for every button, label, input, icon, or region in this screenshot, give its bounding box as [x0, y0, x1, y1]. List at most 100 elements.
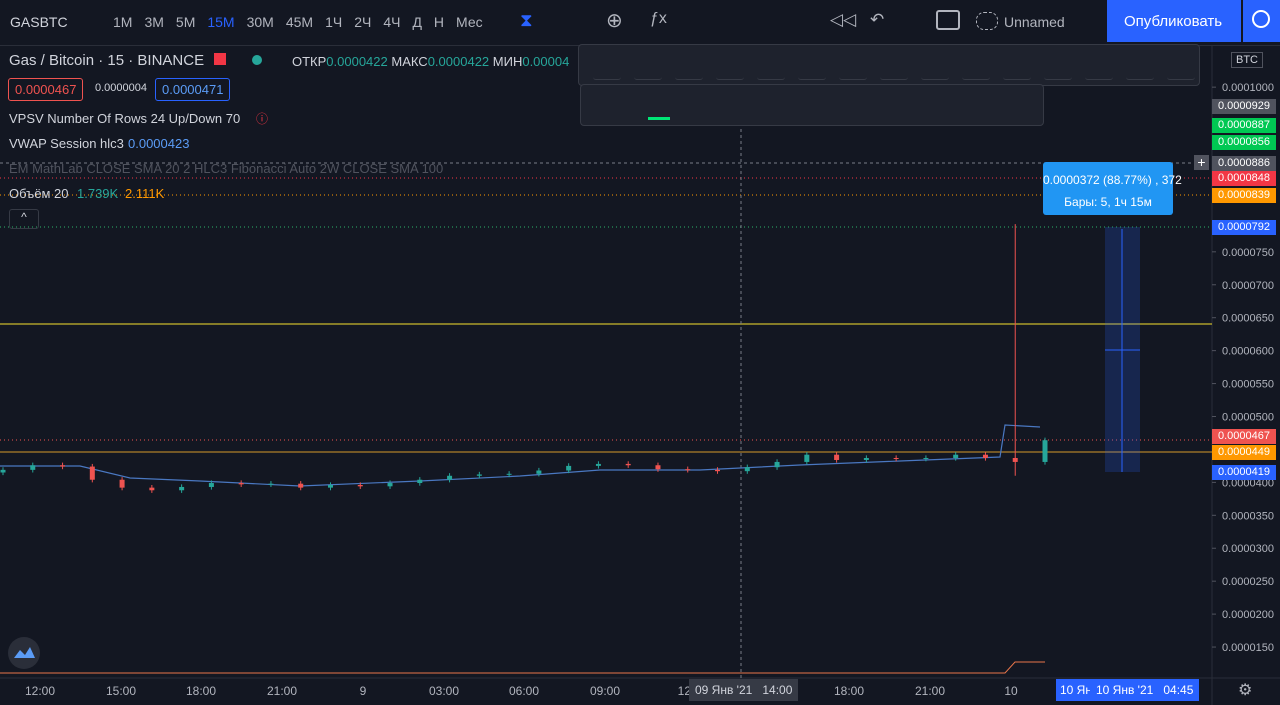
ask[interactable]: 0.0000471	[155, 78, 231, 101]
logo[interactable]	[8, 637, 40, 669]
price-badge: 0.0000886	[1212, 156, 1276, 171]
drawing-tool[interactable]	[593, 51, 621, 80]
interval-button[interactable]: 4Ч	[383, 14, 401, 30]
y-tick-label: 0.0000400	[1222, 477, 1274, 489]
x-tick-label: 06:00	[508, 684, 540, 698]
color-indicator	[648, 117, 670, 120]
setting-tool[interactable]	[973, 91, 1001, 119]
interval-button[interactable]: 1M	[113, 14, 133, 30]
fullscreen-icon[interactable]	[936, 10, 960, 30]
drawing-tool[interactable]	[962, 51, 990, 80]
symbol[interactable]: GASBTC	[10, 14, 68, 30]
drawing-tool[interactable]	[880, 51, 908, 80]
low-value: 0.00004	[522, 54, 570, 69]
compare-icon[interactable]: ⊕	[606, 10, 623, 32]
indicator: VWAP Session hlc3	[9, 136, 124, 151]
candle-body	[298, 483, 304, 488]
interval-button[interactable]: Мес	[456, 14, 483, 30]
candle-body	[804, 454, 810, 462]
crosshair-time: 09 Янв '21 14:00	[689, 679, 799, 701]
range-end: 10 Янв '21 04:45	[1090, 679, 1200, 701]
publish-menu[interactable]	[1243, 0, 1280, 42]
interval-button[interactable]: 5M	[175, 14, 196, 30]
measure-line2: Бары: 5, 1ч 15м	[1064, 195, 1152, 209]
candle-body	[1042, 440, 1048, 462]
undo-icon[interactable]: ↶	[870, 10, 885, 29]
candle-body	[387, 483, 393, 487]
intervals: 1M 3M 5M 15M 30M 45M 1Ч 2Ч 4Ч Д Н Мес	[113, 14, 495, 32]
interval-button[interactable]: 1Ч	[325, 14, 343, 30]
cloud-icon	[976, 12, 998, 30]
interval: 15	[107, 52, 125, 69]
setting-tool[interactable]	[931, 91, 959, 119]
y-tick-label: 0.0000300	[1222, 543, 1274, 555]
setting-tool[interactable]	[805, 91, 833, 119]
x-tick-label: 18:00	[185, 684, 217, 698]
interval-button[interactable]: 45M	[285, 14, 314, 30]
price-badge: 0.0000887	[1212, 118, 1276, 133]
interval-button[interactable]: Д	[412, 14, 422, 30]
setting-tool[interactable]	[1009, 91, 1037, 119]
drawing-tool[interactable]	[798, 51, 826, 80]
setting-tool[interactable]	[765, 91, 793, 119]
setting-tool[interactable]	[645, 91, 673, 119]
candle-body	[268, 483, 274, 485]
drawing-tool[interactable]	[634, 51, 662, 80]
candle-body	[30, 465, 36, 470]
candle-body	[774, 461, 780, 468]
setting-tool[interactable]	[681, 91, 709, 119]
y-tick-label: 0.0001000	[1222, 82, 1274, 94]
indicators-icon[interactable]: ƒx	[650, 10, 667, 27]
add-button[interactable]: +	[1194, 155, 1209, 170]
exchange: BINANCE	[137, 52, 205, 69]
candle-body	[0, 469, 6, 473]
status-dot	[252, 55, 263, 65]
plot-area	[0, 45, 1212, 678]
high-value: 0.0000422	[427, 54, 490, 69]
collapse-button[interactable]: ^	[9, 209, 39, 229]
drawing-tool[interactable]	[675, 51, 703, 80]
currency[interactable]: BTC	[1231, 52, 1263, 68]
x-tick-label: 03:00	[428, 684, 460, 698]
candle-body	[417, 479, 423, 484]
drawing-tool[interactable]	[1003, 51, 1031, 80]
replay-icon[interactable]: ◁◁	[830, 10, 857, 29]
setting-tool[interactable]	[605, 91, 633, 119]
layout-name[interactable]: Unnamed	[1004, 14, 1065, 30]
chart-type-icon[interactable]: ⧗	[520, 10, 533, 30]
setting-tool[interactable]	[845, 91, 873, 119]
y-tick-label: 0.0000700	[1222, 280, 1274, 292]
y-tick-label: 0.0000200	[1222, 609, 1274, 621]
bid[interactable]: 0.0000467	[8, 78, 84, 101]
publish-button[interactable]: Опубликовать	[1107, 0, 1241, 42]
candle-body	[357, 485, 363, 487]
setting-tool[interactable]	[889, 91, 917, 119]
drawing-tool[interactable]	[839, 51, 867, 80]
y-tick-label: 0.0000550	[1222, 379, 1274, 391]
candle-body	[238, 483, 244, 485]
interval-button[interactable]: 2Ч	[354, 14, 372, 30]
drawing-tool[interactable]	[921, 51, 949, 80]
drawing-tool[interactable]	[1126, 51, 1154, 80]
drawing-tool[interactable]	[1044, 51, 1072, 80]
candle-body	[327, 485, 333, 488]
candles	[0, 224, 1048, 493]
setting-tool[interactable]	[723, 91, 751, 119]
price-badge: 0.0000929	[1212, 99, 1276, 114]
volume-ma: 2.111K	[125, 186, 165, 201]
drawing-tool[interactable]	[1167, 51, 1195, 80]
interval-button[interactable]: 15M	[207, 14, 235, 30]
drawing-tool[interactable]	[1085, 51, 1113, 80]
price-badge: 0.0000467	[1212, 429, 1276, 444]
candle-body	[476, 474, 482, 476]
indicator: VPSV Number Of Rows 24 Up/Down 70	[9, 111, 241, 126]
interval-button[interactable]: Н	[433, 14, 445, 30]
drawing-tool[interactable]	[716, 51, 744, 80]
candle-body	[1012, 457, 1018, 462]
interval-button[interactable]: 30M	[246, 14, 274, 30]
candle-body	[149, 487, 155, 491]
y-tick-label: 0.0000350	[1222, 510, 1274, 522]
drawing-tool[interactable]	[757, 51, 785, 80]
interval-button[interactable]: 3M	[144, 14, 164, 30]
settings-icon[interactable]: ⚙	[1238, 682, 1253, 699]
